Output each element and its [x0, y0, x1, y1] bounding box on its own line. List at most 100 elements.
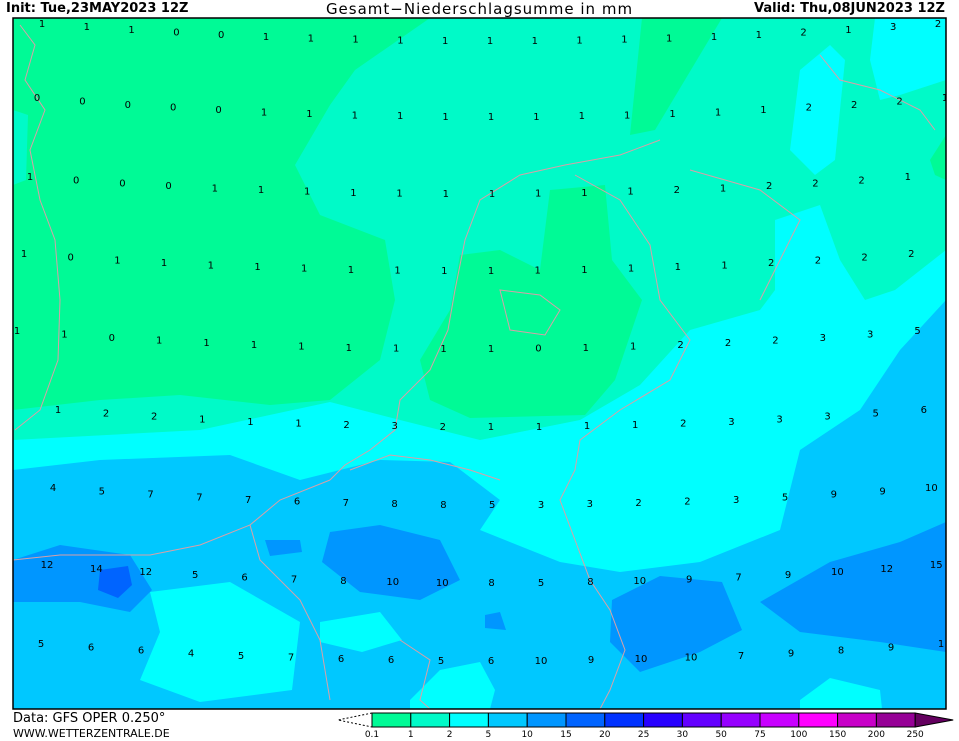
- legend-label: 25: [637, 730, 650, 740]
- legend-below-threshold: [337, 712, 373, 728]
- legend-label: 100: [790, 730, 808, 740]
- precip-value: 2: [103, 409, 109, 420]
- precip-value: 10: [831, 567, 844, 578]
- precip-value: 1: [301, 264, 307, 275]
- precip-value: 7: [291, 574, 297, 585]
- precip-value: 0: [34, 93, 40, 104]
- precip-value: 3: [890, 22, 896, 33]
- precip-value: 0: [165, 181, 171, 192]
- precip-value: 1: [584, 421, 590, 432]
- precip-value: 10: [633, 576, 646, 587]
- precip-value: 8: [340, 576, 346, 587]
- precip-value: 6: [294, 497, 300, 508]
- legend-label: 200: [867, 730, 885, 740]
- precip-value: 2: [674, 185, 680, 196]
- precip-value: 0: [215, 105, 221, 116]
- legend-swatch: [449, 712, 489, 728]
- precip-value: 2: [908, 249, 914, 260]
- precip-value: 0: [119, 178, 125, 189]
- precip-value: 6: [388, 655, 394, 666]
- precip-value: 1: [675, 262, 681, 273]
- shade-10-15-central: [322, 525, 460, 600]
- precip-value: 1: [393, 344, 399, 355]
- shade-0-1-west: [13, 18, 430, 410]
- precip-value: 10: [386, 577, 399, 588]
- legend-label: 20: [599, 730, 611, 740]
- map-frame: [12, 17, 947, 710]
- legend-swatch: [565, 712, 606, 728]
- precip-value: 1: [304, 187, 310, 198]
- precip-value: 3: [587, 499, 593, 510]
- precip-value: 1: [61, 330, 67, 341]
- precip-value: 6: [338, 654, 344, 665]
- shade-10-15-dot: [485, 612, 506, 630]
- legend-label: 50: [715, 730, 727, 740]
- precip-value: 1: [627, 187, 633, 198]
- precip-value: 7: [147, 490, 153, 501]
- precip-value: 1: [156, 336, 162, 347]
- valid-time: Valid: Thu,08JUN2023 12Z: [754, 1, 945, 16]
- legend-label: 75: [754, 730, 766, 740]
- precip-value: 12: [139, 567, 152, 578]
- precip-value: 1: [579, 111, 585, 122]
- precip-value: 2: [861, 252, 867, 263]
- precip-value: 2: [815, 255, 821, 266]
- precip-value: 1: [352, 110, 358, 121]
- precip-value: 9: [888, 643, 894, 654]
- legend-label: 30: [676, 730, 689, 740]
- precip-value: 9: [831, 490, 837, 501]
- legend-swatch: [759, 712, 800, 728]
- legend-swatch: [604, 712, 645, 728]
- precip-value: 6: [138, 646, 144, 657]
- legend-label: 0.1: [364, 730, 380, 740]
- precip-value: 1: [298, 342, 304, 353]
- precip-value: 14: [90, 564, 103, 575]
- legend-swatch: [720, 712, 761, 728]
- precip-value: 1: [254, 262, 260, 273]
- precip-value: 2: [935, 19, 941, 30]
- precip-value: 1: [532, 36, 538, 47]
- shade-0-1-north: [630, 18, 722, 135]
- precip-value: 1: [397, 35, 403, 46]
- precip-value: 1: [308, 33, 314, 44]
- init-time: Init: Tue,23MAY2023 12Z: [6, 1, 189, 16]
- precip-value: 2: [680, 419, 686, 430]
- precip-value: 1: [128, 25, 134, 36]
- precip-value: 1: [208, 260, 214, 271]
- precip-value: 6: [241, 572, 247, 583]
- precip-value: 0: [535, 344, 541, 355]
- precip-value: 2: [858, 175, 864, 186]
- precip-value: 1: [533, 112, 539, 123]
- precip-value: 3: [776, 414, 782, 425]
- shade-2-5-tongue: [790, 45, 845, 175]
- precip-value: 12: [41, 560, 54, 571]
- precip-value: 5: [489, 500, 495, 511]
- precip-value: 1: [295, 419, 301, 430]
- precip-value: 1: [488, 266, 494, 277]
- legend-label: 1: [407, 730, 414, 740]
- precip-value: 9: [788, 648, 794, 659]
- shade-2-5-patch-sw: [140, 582, 300, 702]
- legend-label: 10: [521, 730, 533, 740]
- precip-value: 1: [263, 32, 269, 43]
- precip-value: 4: [50, 483, 56, 494]
- precip-value: 7: [343, 498, 349, 509]
- precip-value: 1: [251, 340, 257, 351]
- precip-value: 8: [488, 578, 494, 589]
- precip-value: 1: [14, 326, 20, 337]
- precip-value: 5: [438, 656, 444, 667]
- shade-15-20-west: [98, 566, 132, 598]
- precip-value: 1: [27, 172, 33, 183]
- precip-value: 1: [624, 110, 630, 121]
- precip-value: 10: [635, 654, 648, 665]
- data-source: Data: GFS OPER 0.250°: [13, 711, 166, 726]
- legend-swatch: [643, 712, 683, 728]
- precip-value: 4: [188, 648, 194, 659]
- legend-swatch: [681, 712, 722, 728]
- precip-value: 1: [397, 111, 403, 122]
- legend-label: 2: [446, 730, 453, 740]
- precip-value: 1: [628, 264, 634, 275]
- precip-value: 1: [720, 183, 726, 194]
- precip-value: 1: [21, 249, 27, 260]
